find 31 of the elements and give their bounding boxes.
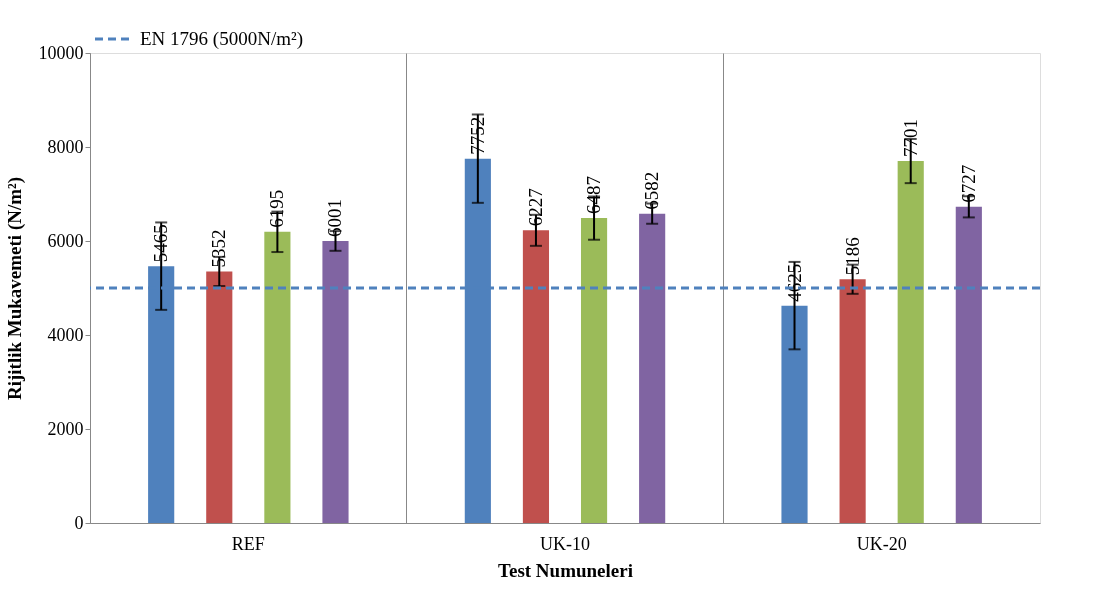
x-tick-label: UK-20 [856,533,907,554]
bar [580,218,608,523]
data-label: 5186 [841,237,863,276]
y-tick-label: 10000 [38,42,84,63]
x-axis-title: Test Numuneleri [498,559,633,581]
x-tick-label: UK-10 [540,533,590,554]
y-tick-label: 0 [74,512,84,533]
y-tick-label: 6000 [47,230,84,251]
bar [264,231,291,523]
x-tick-label: REF [231,533,265,554]
y-tick-label: 8000 [47,136,84,157]
bar [522,230,550,523]
data-label: 6582 [641,171,663,210]
data-label: 6227 [524,188,546,227]
bar [639,213,666,523]
legend-label: EN 1796 (5000N/m²) [140,28,303,50]
bar [206,271,233,523]
bar [839,279,866,523]
y-tick-label: 2000 [47,418,84,439]
data-label: 6195 [266,189,288,228]
bar [897,161,924,523]
bar [955,206,982,523]
data-label: 6001 [324,198,346,237]
y-axis-title: Rijitlik Mukavemeti (N/m²) [3,176,26,401]
bar [781,305,808,523]
data-label: 6487 [583,176,605,215]
data-label: 6727 [957,164,979,203]
bar [322,240,349,523]
data-label: 7701 [899,119,921,158]
data-label: 5352 [208,229,230,268]
y-tick-label: 4000 [47,324,84,345]
